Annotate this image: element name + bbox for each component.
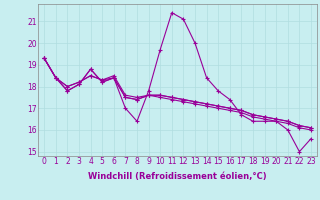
X-axis label: Windchill (Refroidissement éolien,°C): Windchill (Refroidissement éolien,°C): [88, 172, 267, 181]
